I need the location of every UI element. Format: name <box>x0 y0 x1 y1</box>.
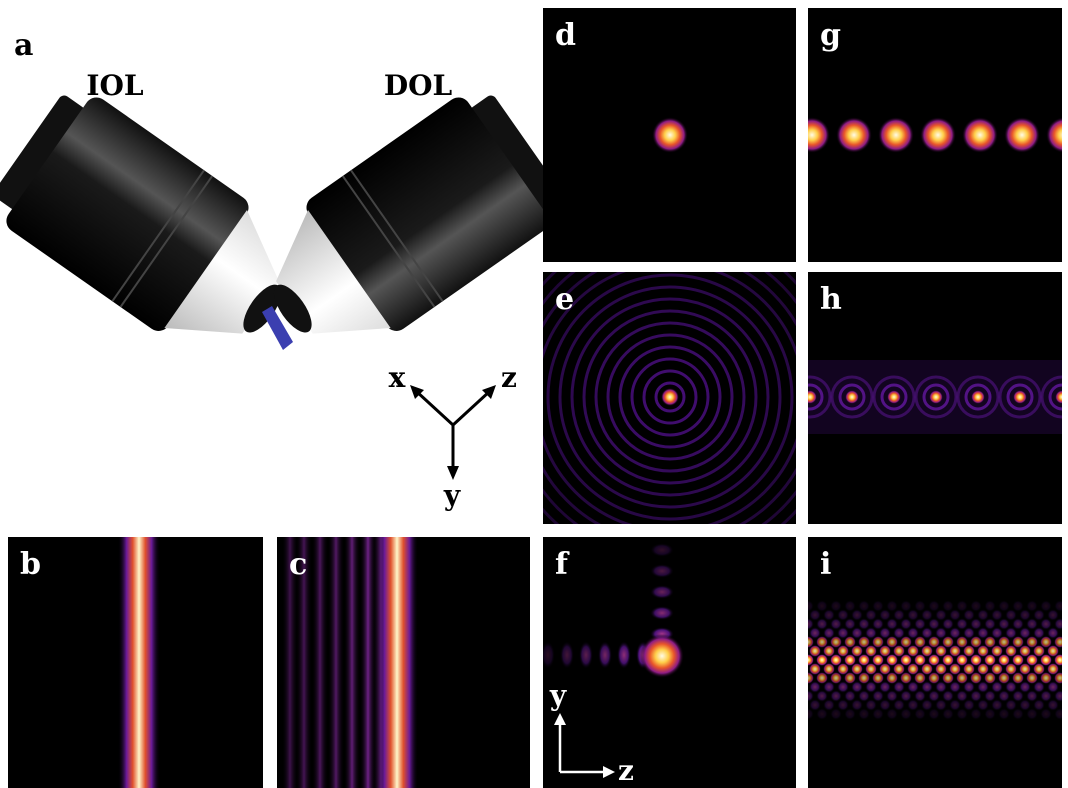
intensity-spot <box>1054 708 1066 720</box>
intensity-spot <box>661 388 679 406</box>
panel-content <box>118 537 160 788</box>
intensity-spot <box>802 708 814 720</box>
intensity-spot <box>942 708 954 720</box>
panel-label: d <box>555 18 576 53</box>
intensity-spot <box>878 117 914 153</box>
fringe <box>650 522 674 536</box>
panel-content <box>790 360 1068 434</box>
intensity-spot <box>1026 708 1038 720</box>
panel-label: b <box>20 547 41 582</box>
panel-content <box>652 117 688 153</box>
axes-3d <box>410 385 496 480</box>
intensity-spot <box>830 708 842 720</box>
axis-label: x <box>389 361 406 394</box>
panel-label: a <box>14 28 33 63</box>
objective-iol <box>0 78 318 381</box>
intensity-spot <box>858 708 870 720</box>
intensity-spot <box>1012 708 1024 720</box>
objective-label: DOL <box>384 69 453 102</box>
panel-label: h <box>820 282 842 317</box>
intensity-spot <box>652 117 688 153</box>
intensity-spot <box>900 708 912 720</box>
light-sheet <box>376 537 418 788</box>
fringe <box>650 606 674 620</box>
side-lobe <box>328 537 344 788</box>
axis-label: y <box>549 679 567 712</box>
intensity-spot <box>998 708 1010 720</box>
intensity-spot <box>962 117 998 153</box>
side-lobe <box>344 537 360 788</box>
panel-content <box>802 600 1066 720</box>
axis-label: z <box>618 754 634 787</box>
intensity-spot <box>886 708 898 720</box>
panel-label: i <box>820 547 831 582</box>
intensity-spot <box>971 390 985 404</box>
intensity-spot <box>640 634 684 678</box>
axis-label: y <box>443 479 461 512</box>
fringe <box>598 641 612 669</box>
intensity-spot <box>816 708 828 720</box>
intensity-spot <box>928 708 940 720</box>
panel-label: e <box>555 282 574 317</box>
axis-label: z <box>501 361 517 394</box>
panel-label: c <box>289 547 307 582</box>
fringe <box>650 564 674 578</box>
intensity-spot <box>872 708 884 720</box>
intensity-spot <box>803 390 817 404</box>
fringe <box>650 585 674 599</box>
intensity-spot <box>984 708 996 720</box>
intensity-spot <box>794 117 830 153</box>
intensity-spot <box>920 117 956 153</box>
intensity-spot <box>956 708 968 720</box>
intensity-spot <box>1013 390 1027 404</box>
fringe <box>560 641 574 669</box>
figure: IOL DOL x z y a b c d e f g h i y z <box>0 0 1068 788</box>
fringe <box>650 543 674 557</box>
intensity-spot <box>970 708 982 720</box>
intensity-spot <box>836 117 872 153</box>
objective-label: IOL <box>86 69 143 102</box>
light-sheet <box>118 537 160 788</box>
fringe <box>579 641 593 669</box>
side-lobe <box>312 537 328 788</box>
panel-label: g <box>820 18 841 53</box>
intensity-spot <box>1004 117 1040 153</box>
fringe <box>541 641 555 669</box>
intensity-spot <box>845 390 859 404</box>
intensity-spot <box>914 708 926 720</box>
intensity-spot <box>887 390 901 404</box>
intensity-spot <box>929 390 943 404</box>
intensity-spot <box>1040 708 1052 720</box>
intensity-spot <box>844 708 856 720</box>
panel-label: f <box>555 547 570 582</box>
fringe <box>617 641 631 669</box>
